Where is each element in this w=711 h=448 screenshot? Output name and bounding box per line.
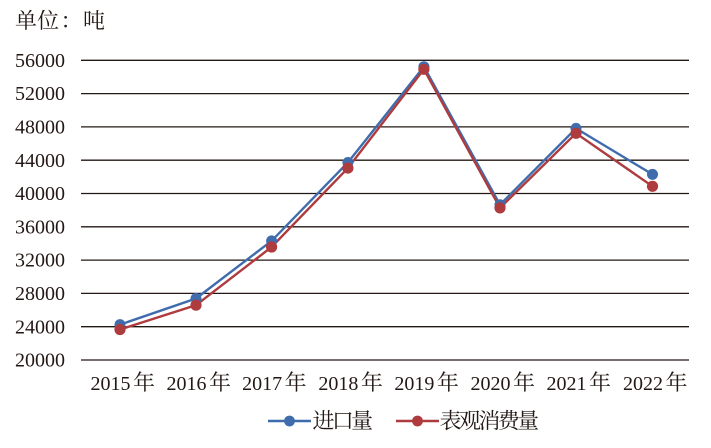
svg-text:52000: 52000 — [15, 83, 65, 105]
svg-text:2016: 2016 — [167, 373, 207, 395]
svg-text:2020: 2020 — [471, 373, 511, 395]
svg-text:2019: 2019 — [394, 373, 434, 395]
svg-text:2022: 2022 — [623, 373, 663, 395]
svg-text:2015: 2015 — [91, 373, 131, 395]
svg-text:44000: 44000 — [15, 150, 65, 172]
svg-text:2017: 2017 — [242, 373, 282, 395]
svg-text:32000: 32000 — [15, 250, 65, 272]
svg-text:36000: 36000 — [15, 216, 65, 238]
svg-text:2021: 2021 — [547, 373, 587, 395]
svg-text:56000: 56000 — [15, 50, 65, 72]
svg-text:2018: 2018 — [318, 373, 358, 395]
svg-text:28000: 28000 — [15, 283, 65, 305]
svg-text:40000: 40000 — [15, 183, 65, 205]
svg-text:24000: 24000 — [15, 316, 65, 338]
svg-text:48000: 48000 — [15, 117, 65, 139]
svg-text:20000: 20000 — [15, 350, 65, 372]
